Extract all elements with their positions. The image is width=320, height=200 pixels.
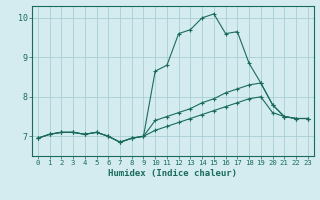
X-axis label: Humidex (Indice chaleur): Humidex (Indice chaleur) [108, 169, 237, 178]
